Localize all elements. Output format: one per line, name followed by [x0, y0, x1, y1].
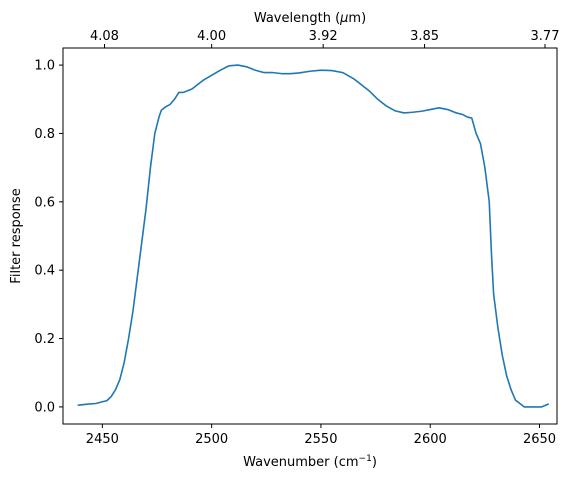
y-tick-label: 0.8 [34, 127, 55, 142]
plot-frame [62, 47, 558, 425]
top-axis-label: Wavelength (μm) [254, 11, 366, 26]
top-tick-label: 3.85 [410, 29, 439, 44]
y-axis-label: Filter response [9, 188, 24, 283]
y-tick-label: 0.0 [34, 400, 55, 415]
x-tick-label: 2600 [414, 432, 447, 447]
top-axis-label-after: m) [348, 11, 366, 26]
top-tick-label: 3.92 [309, 29, 338, 44]
x-axis-label-sup: −1 [359, 454, 372, 464]
x-tick-label: 2550 [304, 432, 337, 447]
top-tick-label: 3.77 [531, 29, 560, 44]
bottom-x-axis: 2450 2500 2550 2600 2650 [86, 424, 556, 447]
x-tick-label: 2450 [86, 432, 119, 447]
y-tick-label: 0.4 [34, 264, 55, 279]
x-axis-label-base: Wavenumber (cm [243, 455, 358, 470]
y-tick-label: 0.6 [34, 195, 55, 210]
top-axis-label-mu: μ [339, 11, 348, 26]
x-axis-label-close: ) [372, 455, 377, 470]
filter-response-line [77, 64, 550, 408]
top-axis-label-before: Wavelength ( [254, 11, 340, 26]
y-axis: 0.0 0.2 0.4 0.6 0.8 1.0 [34, 59, 63, 415]
y-tick-label: 1.0 [34, 59, 55, 74]
x-tick-label: 2500 [195, 432, 228, 447]
x-tick-label: 2650 [523, 432, 556, 447]
top-tick-label: 4.08 [90, 29, 119, 44]
top-tick-label: 4.00 [197, 29, 226, 44]
x-axis-label: Wavenumber (cm−1) [243, 454, 377, 470]
y-tick-label: 0.2 [34, 332, 55, 347]
top-x-axis: 4.08 4.00 3.92 3.85 3.77 [90, 29, 559, 48]
